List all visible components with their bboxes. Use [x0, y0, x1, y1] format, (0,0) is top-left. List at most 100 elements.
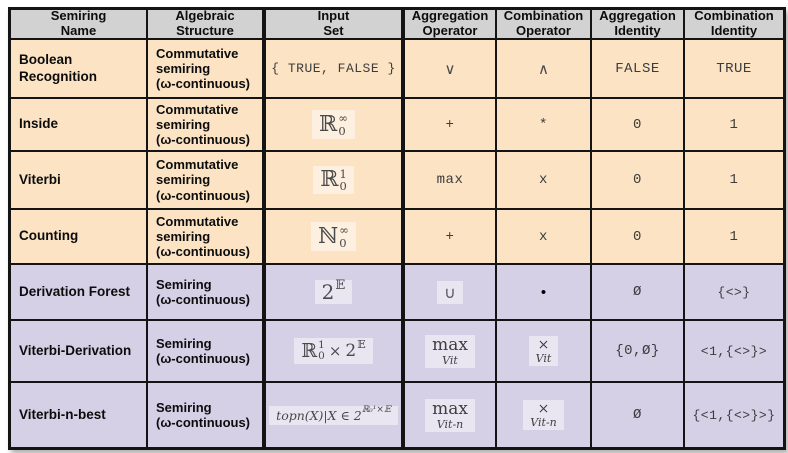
- header-algebraic-structure: Algebraic Structure: [148, 10, 264, 40]
- cell-agg-id-viterbi: 0: [592, 152, 685, 210]
- plus-operator: +: [445, 228, 455, 245]
- header-aggregation-identity: Aggregation Identity: [592, 10, 685, 40]
- comb-identity-value: 1: [729, 116, 739, 133]
- cell-comb-id-counting: 1: [685, 210, 783, 265]
- times-operator: x: [539, 228, 548, 245]
- comb-identity-value: TRUE: [716, 60, 752, 77]
- union-symbol: ∪: [437, 280, 463, 304]
- math-sub: 0: [318, 350, 325, 362]
- math-sub: 0: [338, 123, 346, 138]
- comb-identity-value: 1: [729, 172, 739, 188]
- cell-agg-id-inside: 0: [592, 99, 685, 152]
- header-input-set: Input Set: [264, 10, 403, 40]
- op-main: max: [432, 334, 468, 355]
- cell-structure-viterbi-derivation: Semiring (ω-continuous): [148, 321, 264, 383]
- cell-name-boolean-recognition: Boolean Recognition: [11, 40, 148, 99]
- logical-and-symbol: ∧: [538, 59, 549, 78]
- op-main: ×: [537, 337, 550, 353]
- header-combination-identity: Combination Identity: [685, 10, 783, 40]
- cell-agg-op-viterbi-derivation: max Vit: [403, 321, 497, 383]
- math-sub: 0: [339, 179, 347, 193]
- cell-name-counting: Counting: [11, 210, 148, 265]
- cell-structure-viterbi: Commutative semiring (ω-continuous): [148, 152, 264, 210]
- cell-input-set-counting: ℕ ∞ 0: [264, 210, 403, 265]
- times-vit-n-operator: × Vit-n: [523, 400, 564, 430]
- comb-identity-value: <1,{<>}>: [700, 343, 768, 359]
- math-powerset: 2 𝔼: [314, 278, 353, 304]
- math-base: ℕ: [318, 223, 339, 249]
- plus-operator: +: [445, 116, 455, 133]
- cell-comb-id-viterbi: 1: [685, 152, 783, 210]
- math-sup2: 𝔼: [357, 337, 366, 351]
- max-vit-n-operator: max Vit-n: [425, 398, 475, 432]
- times-symbol: ×: [328, 342, 342, 360]
- math-scripts: ∞ 0: [339, 224, 349, 248]
- comb-identity-value: 1: [729, 228, 739, 245]
- cell-comb-op-counting: x: [497, 210, 592, 265]
- comb-identity-value: {<>}: [717, 284, 751, 300]
- cell-name-inside: Inside: [11, 99, 148, 152]
- math-base: ℝ: [319, 111, 338, 137]
- cell-structure-boolean-recognition: Commutative semiring (ω-continuous): [148, 40, 264, 99]
- agg-identity-value: FALSE: [615, 60, 660, 77]
- cell-comb-id-viterbi-n-best: {<1,{<>}>}: [685, 383, 783, 447]
- cell-input-set-inside: ℝ ∞ 0: [264, 99, 403, 152]
- comb-identity-value: {<1,{<>}>}: [692, 407, 776, 423]
- header-semiring-name: Semiring Name: [11, 10, 148, 40]
- cell-comb-op-viterbi-derivation: × Vit: [497, 321, 592, 383]
- op-sub: Vit: [535, 352, 552, 365]
- agg-identity-value: {0,Ø}: [615, 343, 660, 359]
- cell-agg-op-counting: +: [403, 210, 497, 265]
- cell-comb-id-inside: 1: [685, 99, 783, 152]
- math-scripts: ∞ 0: [338, 112, 348, 136]
- cell-agg-op-inside: +: [403, 99, 497, 152]
- cell-comb-op-derivation-forest: •: [497, 265, 592, 321]
- op-main: ×: [537, 401, 550, 417]
- logical-or-symbol: ∨: [444, 59, 456, 78]
- cell-input-set-viterbi-derivation: ℝ 1 0 × 2 𝔼: [264, 321, 403, 383]
- op-sub: Vit: [442, 353, 458, 367]
- math-real-unit-set: ℝ 1 0: [313, 165, 354, 195]
- cell-structure-counting: Commutative semiring (ω-continuous): [148, 210, 264, 265]
- cell-agg-id-viterbi-n-best: Ø: [592, 383, 685, 447]
- math-base: ℝ: [320, 167, 339, 192]
- cell-agg-id-boolean-recognition: FALSE: [592, 40, 685, 99]
- math-sub: 0: [339, 235, 347, 250]
- op-sub: Vit-n: [436, 417, 464, 431]
- cell-input-set-viterbi: ℝ 1 0: [264, 152, 403, 210]
- cell-agg-id-viterbi-derivation: {0,Ø}: [592, 321, 685, 383]
- op-main: max: [432, 398, 468, 419]
- cell-agg-op-derivation-forest: ∪: [403, 265, 497, 321]
- input-set-value: { TRUE, FALSE }: [271, 61, 396, 76]
- cell-comb-op-boolean-recognition: ∧: [497, 40, 592, 99]
- cell-name-derivation-forest: Derivation Forest: [11, 265, 148, 321]
- cell-input-set-boolean-recognition: { TRUE, FALSE }: [264, 40, 403, 99]
- header-aggregation-operator: Aggregation Operator: [403, 10, 497, 40]
- math-real-set: ℝ ∞ 0: [312, 110, 355, 139]
- max-operator: max: [436, 172, 464, 188]
- math-product-set: ℝ 1 0 × 2 𝔼: [294, 337, 373, 365]
- bullet-operator: •: [540, 283, 547, 301]
- math-scripts: 1 0: [339, 168, 346, 192]
- cell-agg-id-counting: 0: [592, 210, 685, 265]
- cell-name-viterbi-derivation: Viterbi-Derivation: [11, 321, 148, 383]
- topn-prefix: topn(X)|X ∈ 2: [276, 407, 362, 423]
- math-base: 2: [321, 280, 335, 304]
- cell-comb-id-boolean-recognition: TRUE: [685, 40, 783, 99]
- empty-set-symbol: Ø: [633, 407, 642, 423]
- times-operator: x: [539, 172, 548, 188]
- math-base: ℝ: [301, 339, 318, 362]
- cell-agg-op-viterbi: max: [403, 152, 497, 210]
- star-operator: *: [539, 116, 548, 133]
- semiring-table: Semiring Name Algebraic Structure Input …: [8, 7, 786, 450]
- math-base2: 2: [345, 340, 357, 361]
- cell-comb-id-viterbi-derivation: <1,{<>}>: [685, 321, 783, 383]
- cell-comb-op-viterbi: x: [497, 152, 592, 210]
- cell-structure-viterbi-n-best: Semiring (ω-continuous): [148, 383, 264, 447]
- times-vit-operator: × Vit: [528, 336, 559, 366]
- op-sub: Vit-n: [530, 416, 557, 429]
- math-sup: 1: [339, 166, 347, 181]
- cell-structure-inside: Commutative semiring (ω-continuous): [148, 99, 264, 152]
- cell-input-set-derivation-forest: 2 𝔼: [264, 265, 403, 321]
- cell-name-viterbi-n-best: Viterbi-n-best: [11, 383, 148, 447]
